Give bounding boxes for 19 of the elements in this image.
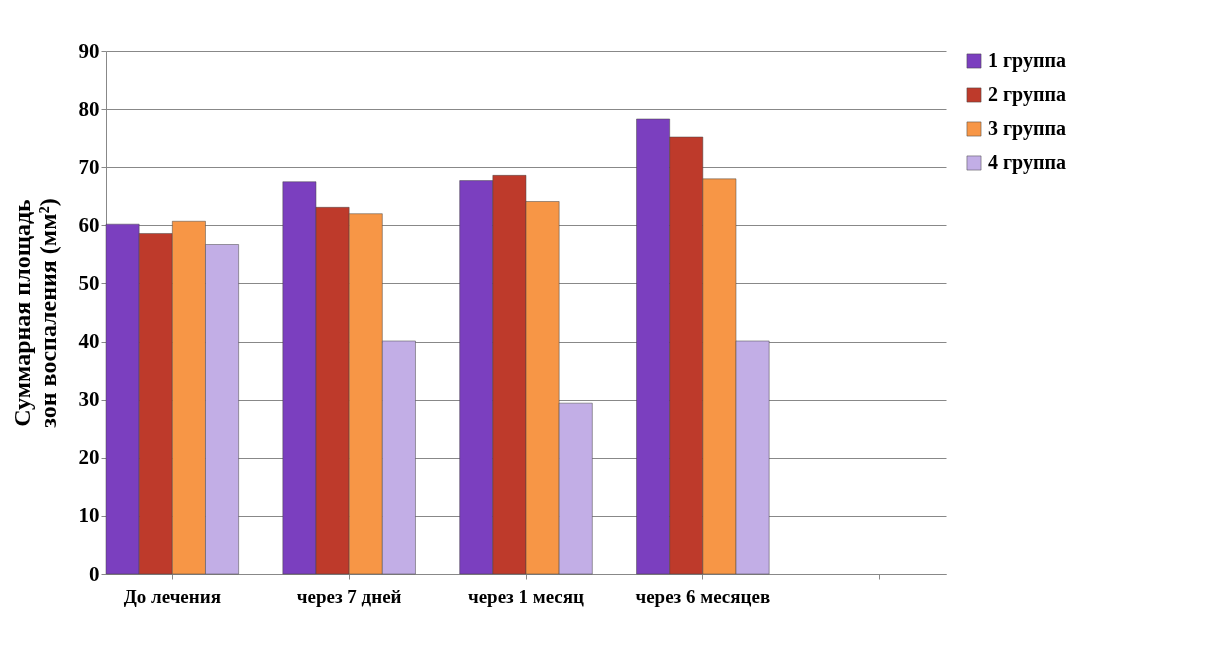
x-tick-label: через 6 месяцев [635,585,771,607]
x-tick-label: через 7 дней [296,585,402,607]
y-tick-label: 70 [78,154,100,179]
legend-label: 1 группа [988,49,1066,72]
y-tick-label: 60 [78,212,100,237]
legend-label: 3 группа [988,117,1066,140]
legend-label: 4 группа [988,151,1066,174]
y-axis-title: Суммарная площадь зон воспаления (мм²) [8,198,61,428]
y-tick-label: 40 [78,329,100,354]
y-tick-label: 90 [78,38,100,63]
x-tick-label: через 1 месяц [467,585,585,607]
y-tick-label: 10 [78,503,100,528]
y-tick-label: 30 [78,387,100,412]
y-tick-label: 20 [78,445,100,470]
legend-label: 2 группа [988,83,1066,106]
y-tick-label: 0 [89,561,100,586]
x-tick-label: До лечения [123,585,221,607]
y-tick-label: 50 [78,270,100,295]
y-tick-label: 80 [78,96,100,121]
